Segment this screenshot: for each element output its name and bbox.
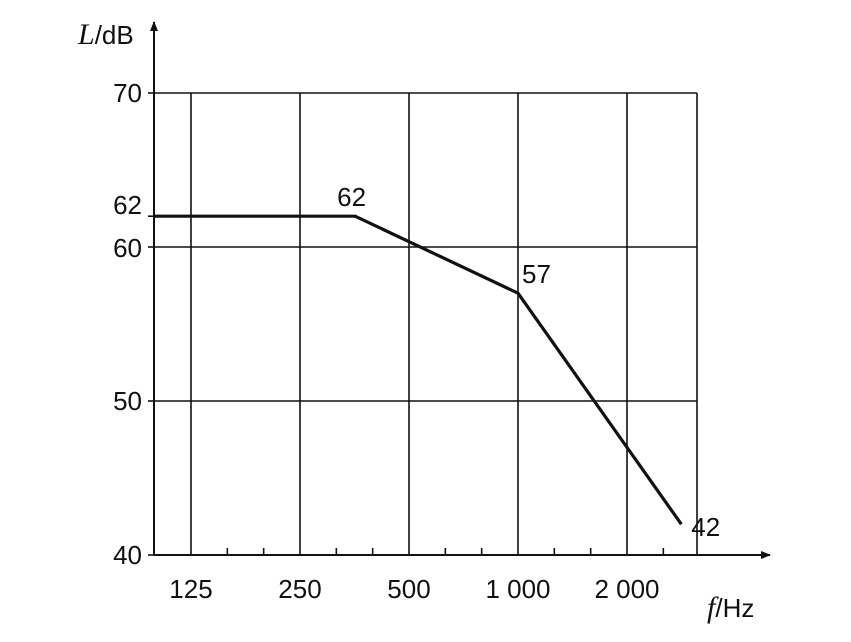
y-tick-label-50: 50	[113, 386, 142, 416]
y-tick-label-40: 40	[113, 540, 142, 570]
x-axis-title: f/Hz	[707, 591, 754, 624]
x-tick-label-4: 2 000	[594, 574, 659, 604]
point-labels: 62 57 42	[337, 182, 720, 542]
x-tick-label-2: 500	[387, 574, 430, 604]
y-axis-title: L/dB	[77, 18, 134, 51]
y-ticks: 40 50 60 62 70	[113, 78, 154, 570]
x-tick-label-3: 1 000	[485, 574, 550, 604]
data-label-2: 57	[522, 259, 551, 289]
series	[153, 214, 683, 526]
data-label-1: 62	[337, 182, 366, 212]
series-line-0	[154, 214, 683, 526]
data-label-3: 42	[691, 512, 720, 542]
axes	[150, 21, 771, 559]
minor-ticks	[226, 548, 665, 555]
x-ticks: 125 250 500 1 000 2 000	[169, 574, 659, 604]
y-tick-label-60: 60	[113, 233, 142, 263]
x-tick-label-0: 125	[169, 574, 212, 604]
y-tick-label-70: 70	[113, 78, 142, 108]
grid	[154, 92, 698, 555]
x-tick-label-1: 250	[278, 574, 321, 604]
y-tick-label-62: 62	[113, 190, 142, 220]
